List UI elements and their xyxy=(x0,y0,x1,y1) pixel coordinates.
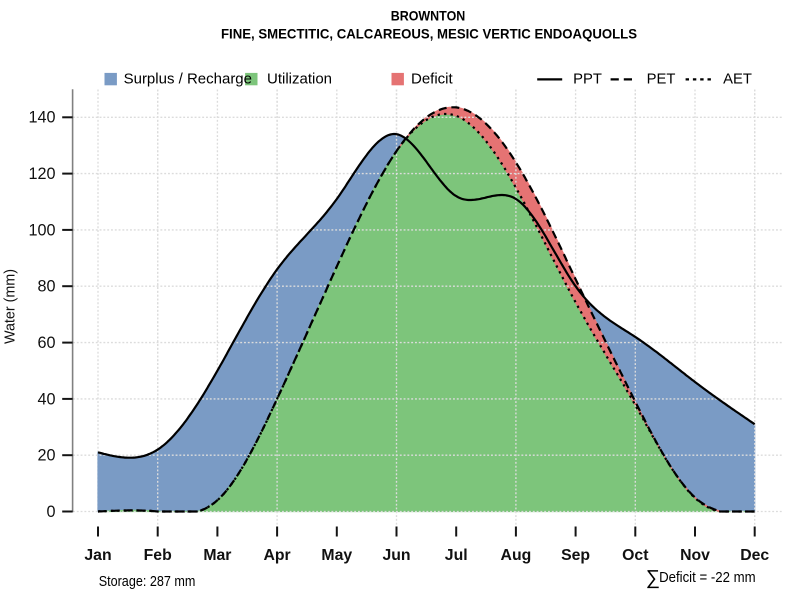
svg-text:40: 40 xyxy=(37,390,55,408)
svg-text:Oct: Oct xyxy=(622,547,649,564)
svg-text:Mar: Mar xyxy=(203,547,231,564)
svg-text:Apr: Apr xyxy=(263,547,290,564)
svg-text:Aug: Aug xyxy=(501,547,532,564)
svg-text:Feb: Feb xyxy=(144,547,172,564)
svg-text:AET: AET xyxy=(723,72,752,88)
svg-text:100: 100 xyxy=(28,221,55,239)
svg-text:Jul: Jul xyxy=(445,547,468,564)
svg-text:FINE, SMECTITIC, CALCAREOUS, M: FINE, SMECTITIC, CALCAREOUS, MESIC VERTI… xyxy=(221,25,637,41)
svg-text:PET: PET xyxy=(647,72,676,88)
svg-text:Utilization: Utilization xyxy=(267,71,332,88)
svg-text:Storage: 287 mm: Storage: 287 mm xyxy=(99,573,196,590)
svg-text:Sep: Sep xyxy=(561,547,590,564)
svg-text:Jun: Jun xyxy=(382,547,410,564)
svg-text:Water (mm): Water (mm) xyxy=(2,269,19,344)
svg-text:20: 20 xyxy=(37,447,55,465)
svg-text:80: 80 xyxy=(37,278,55,296)
svg-text:0: 0 xyxy=(46,503,55,521)
svg-text:Nov: Nov xyxy=(680,547,710,564)
svg-text:BROWNTON: BROWNTON xyxy=(391,8,466,24)
svg-text:Deficit: Deficit xyxy=(411,71,454,88)
svg-text:May: May xyxy=(321,547,352,564)
svg-text:140: 140 xyxy=(28,109,55,127)
svg-text:∑: ∑ xyxy=(646,567,660,589)
svg-text:60: 60 xyxy=(37,334,55,352)
svg-text:Deficit = -22 mm: Deficit = -22 mm xyxy=(659,570,756,586)
svg-text:PPT: PPT xyxy=(573,72,602,88)
svg-text:Surplus / Recharge: Surplus / Recharge xyxy=(124,71,252,88)
svg-text:120: 120 xyxy=(28,165,55,183)
svg-text:Dec: Dec xyxy=(740,547,769,564)
svg-text:Jan: Jan xyxy=(84,547,111,564)
